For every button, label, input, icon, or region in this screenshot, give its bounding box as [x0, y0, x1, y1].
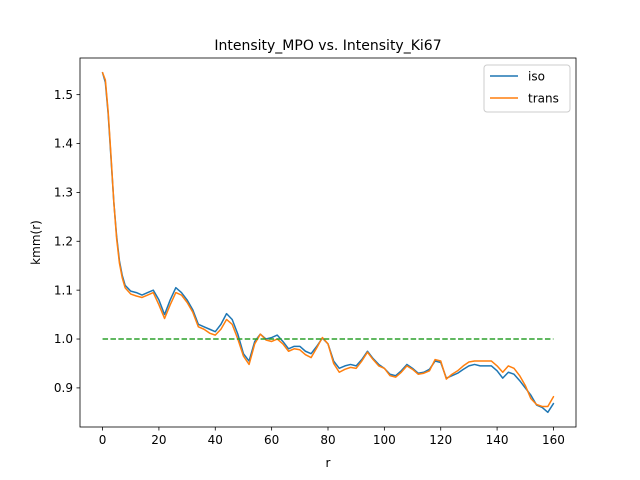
x-tick-label: 80 — [320, 433, 335, 447]
y-tick-label: 1.4 — [54, 137, 73, 151]
x-axis-label: r — [326, 456, 331, 470]
y-tick-label: 1.0 — [54, 332, 73, 346]
y-tick-label: 1.5 — [54, 88, 73, 102]
plot-area — [80, 58, 576, 427]
chart-title: Intensity_MPO vs. Intensity_Ki67 — [214, 38, 441, 54]
series-layer — [101, 71, 555, 414]
x-tick-label: 60 — [264, 433, 279, 447]
x-axis-ticks: 0 20 40 60 80 100 120 140 160 — [99, 427, 565, 447]
legend-label-trans: trans — [528, 91, 559, 105]
x-tick-label: 120 — [429, 433, 452, 447]
y-axis-ticks: 0.9 1.0 1.1 1.2 1.3 1.4 1.5 — [54, 88, 80, 395]
legend: iso trans — [483, 64, 571, 113]
x-tick-label: 0 — [99, 433, 107, 447]
y-tick-label: 1.3 — [54, 186, 73, 200]
y-tick-label: 0.9 — [54, 381, 73, 395]
x-tick-label: 100 — [373, 433, 396, 447]
y-tick-label: 1.2 — [54, 234, 73, 248]
x-tick-label: 160 — [542, 433, 565, 447]
x-tick-label: 140 — [486, 433, 509, 447]
series-line-trans — [101, 71, 555, 408]
x-tick-label: 20 — [151, 433, 166, 447]
y-tick-label: 1.1 — [54, 283, 73, 297]
legend-items: iso trans — [490, 69, 559, 105]
legend-label-iso: iso — [528, 69, 545, 83]
y-axis-label: kmm(r) — [29, 220, 43, 265]
x-tick-label: 40 — [208, 433, 223, 447]
